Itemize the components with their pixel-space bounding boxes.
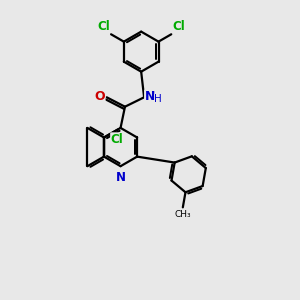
- Text: Cl: Cl: [97, 20, 110, 32]
- Text: CH₃: CH₃: [175, 210, 191, 219]
- Text: Cl: Cl: [111, 133, 124, 146]
- Text: N: N: [116, 172, 126, 184]
- Text: N: N: [116, 172, 126, 184]
- Text: Cl: Cl: [172, 20, 185, 32]
- Text: O: O: [94, 90, 105, 103]
- Text: H: H: [154, 94, 162, 104]
- Text: N: N: [145, 90, 155, 103]
